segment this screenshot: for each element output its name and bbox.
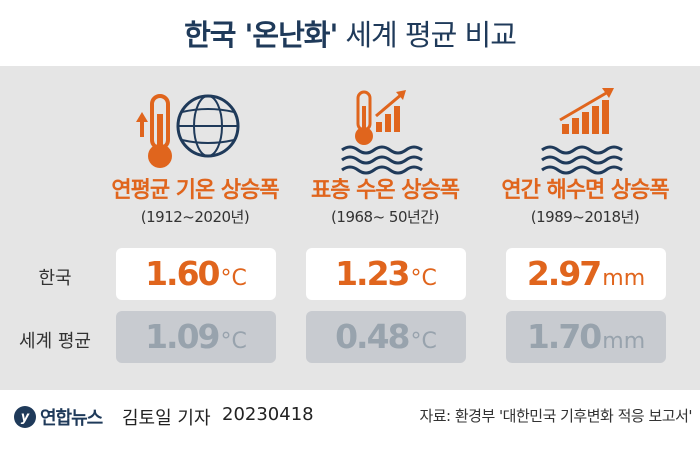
unit-label: °C [220, 266, 247, 291]
unit-label: °C [410, 266, 437, 291]
column-period: (1968~ 50년간) [331, 208, 439, 226]
korea-value: 2.97 [526, 254, 602, 293]
title-bold: 한국 '온난화' [184, 18, 338, 52]
world-value: 1.09 [145, 317, 220, 356]
world-value-box: 1.09 °C [116, 311, 276, 363]
world-value-box: 1.70 mm [506, 311, 666, 363]
korea-value: 1.60 [145, 254, 220, 293]
unit-label: °C [220, 329, 247, 354]
row-label-world: 세계 평균 [19, 331, 91, 352]
footer: y 연합뉴스 김토일 기자 20230418 자료: 환경부 '대한민국 기후변… [0, 390, 700, 471]
row-label-korea: 한국 [38, 268, 72, 289]
unit-label: mm [602, 329, 646, 354]
world-value-box: 0.48 °C [306, 311, 466, 363]
title-rest: 세계 평균 비교 [345, 18, 517, 52]
unit-label: mm [602, 266, 646, 291]
world-value: 1.70 [526, 317, 602, 356]
korea-value-box: 1.23 °C [306, 248, 466, 300]
world-value: 0.48 [335, 317, 410, 356]
source-note: 자료: 환경부 '대한민국 기후변화 적응 보고서' [419, 407, 692, 425]
thermometer-waves-icon [341, 90, 423, 175]
korea-value: 1.23 [335, 254, 410, 293]
logo-mark-icon: y [14, 406, 36, 428]
column-label: 표층 수온 상승폭 [311, 178, 460, 203]
korea-value-box: 1.60 °C [116, 248, 276, 300]
column-label: 연평균 기온 상승폭 [111, 178, 279, 203]
rising-bars-waves-icon [541, 88, 623, 175]
page-title: 한국 '온난화' 세계 평균 비교 [0, 0, 700, 66]
reporter-name: 김토일 기자 [122, 408, 211, 429]
column-period: (1989~2018년) [530, 208, 640, 226]
brand-name: 연합뉴스 [40, 408, 103, 429]
thermometer-globe-icon [136, 94, 240, 168]
column-period: (1912~2020년) [140, 208, 250, 226]
comparison-panel: 한국 세계 평균 연평균 기온 상승폭 (1912~2020년) 1.60 °C… [0, 66, 700, 390]
unit-label: °C [410, 329, 437, 354]
column-label: 연간 해수면 상승폭 [501, 178, 669, 203]
yonhap-logo: y 연합뉴스 [14, 404, 103, 430]
korea-value-box: 2.97 mm [506, 248, 666, 300]
publish-date: 20230418 [222, 404, 314, 425]
